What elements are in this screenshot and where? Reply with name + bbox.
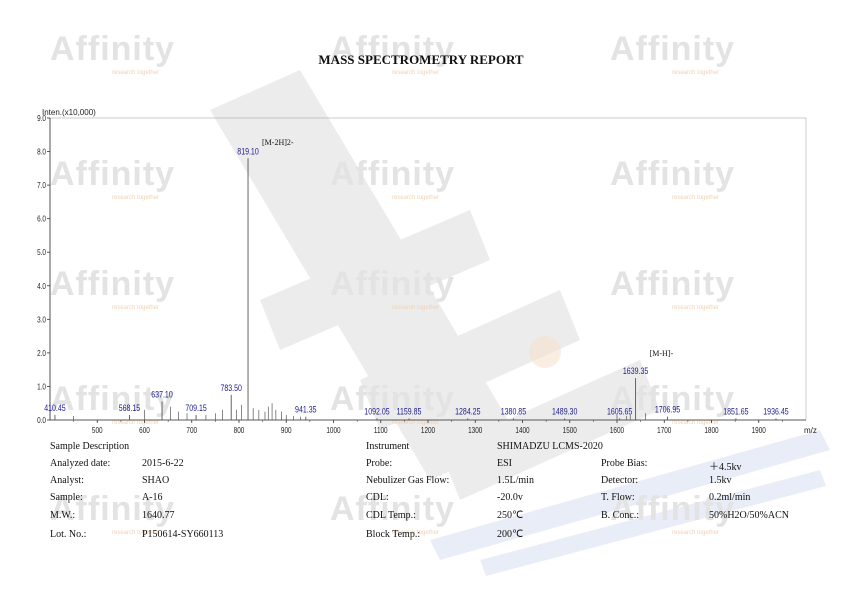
- peak-label: 1706.95: [655, 405, 681, 415]
- y-tick-label: 0.0: [37, 415, 46, 425]
- sample-field-value: P150614-SY660113: [142, 529, 224, 540]
- x-tick-label: 1400: [515, 425, 529, 435]
- x-tick-label: 600: [139, 425, 150, 435]
- x-tick-label: 1900: [752, 425, 766, 435]
- sample-field-value: 2015-6-22: [142, 458, 184, 469]
- watermark-tagline: research together: [392, 70, 440, 76]
- y-tick-label: 1.0: [37, 382, 46, 392]
- peak-label: 941.35: [295, 405, 317, 415]
- y-tick-label: 2.0: [37, 348, 46, 358]
- instrument-param-label: B. Conc.:: [601, 510, 640, 521]
- x-tick-label: 1000: [326, 425, 340, 435]
- sample-field-value: 1640.77: [142, 510, 175, 521]
- instrument-field-value: ESI: [497, 458, 512, 469]
- y-tick-label: 5.0: [37, 247, 46, 257]
- instrument-field-value: -20.0v: [497, 492, 523, 503]
- x-tick-label: 1200: [421, 425, 435, 435]
- sample-field-label: Sample:: [50, 492, 83, 503]
- x-tick-label: 1700: [657, 425, 671, 435]
- peak-annotation: [M-2H]2-: [262, 138, 294, 147]
- x-tick-label: 1500: [563, 425, 577, 435]
- instrument-field-value: 1.5L/min: [497, 475, 534, 486]
- x-tick-label: 700: [186, 425, 197, 435]
- x-tick-label: 800: [234, 425, 245, 435]
- sample-field-label: M.W.:: [50, 510, 76, 521]
- report-title: MASS SPECTROMETRY REPORT: [318, 52, 524, 67]
- instrument-field-value: 250℃: [497, 510, 524, 521]
- instrument-param-label: T. Flow:: [601, 492, 635, 503]
- x-tick-label: 1800: [704, 425, 718, 435]
- chart-marks: 410.45 568.15 637.10 709.15 783.50 819.10 941.…: [44, 138, 789, 420]
- y-tick-label: 8.0: [37, 147, 46, 157]
- y-tick-label: 6.0: [37, 214, 46, 224]
- instrument-field-label: Nebulizer Gas Flow:: [366, 475, 450, 486]
- instrument-field-label: Probe:: [366, 458, 393, 469]
- instrument-model: SHIMADZU LCMS-2020: [497, 441, 603, 452]
- x-tick-label: 1600: [610, 425, 624, 435]
- y-tick-label: 4.0: [37, 281, 46, 291]
- x-tick-label: 1300: [468, 425, 482, 435]
- peak-label: 819.10: [237, 146, 259, 156]
- peak-label: 410.45: [44, 403, 66, 413]
- instrument-param-label: Probe Bias:: [601, 458, 648, 469]
- peak-label: 1284.25: [455, 407, 481, 417]
- y-axis-title: Inten.(x10,000): [42, 108, 96, 117]
- instrument-field-label: CDL Temp.:: [366, 510, 416, 521]
- instrument-field-value: 200℃: [497, 529, 524, 540]
- instrument-param-value: ＋4.5kv: [709, 462, 742, 473]
- sample-field-label: Analyst:: [50, 475, 84, 486]
- watermark-tagline: research together: [112, 70, 160, 76]
- peak-label: 1159.85: [397, 407, 422, 417]
- plot-frame: [49, 117, 807, 421]
- peak-label: 1092.05: [364, 407, 390, 417]
- peak-label: 1851.65: [723, 407, 749, 417]
- sample-field-label: Analyzed date:: [50, 458, 111, 469]
- peak-label: 783.50: [220, 383, 242, 393]
- y-tick-label: 7.0: [37, 180, 46, 190]
- instrument-param-value: 0.2ml/min: [709, 492, 751, 503]
- chart-axes: 0.0 1.0 2.0 3.0 4.0 5.0 6.0 7.0 8.0 9.0 500 600 700 8…: [37, 108, 817, 435]
- peak-annotation: [M-H]-: [650, 349, 674, 358]
- sample-field-value: A-16: [142, 492, 163, 503]
- sample-description-heading: Sample Description: [50, 441, 130, 452]
- watermark-tagline: research together: [672, 530, 720, 536]
- instrument-param-value: 50%H2O/50%ACN: [709, 510, 789, 521]
- peak-label: 1380.85: [501, 407, 527, 417]
- sample-field-value: SHAO: [142, 475, 170, 486]
- sample-field-label: Lot. No.:: [50, 529, 87, 540]
- peak-label: 1489.30: [552, 407, 578, 417]
- y-tick-label: 9.0: [37, 113, 46, 123]
- x-axis-unit: m/z: [804, 426, 817, 435]
- peak-label: 568.15: [119, 403, 141, 413]
- peak-label: 637.10: [151, 390, 173, 400]
- y-tick-label: 3.0: [37, 315, 46, 325]
- x-tick-label: 500: [92, 425, 103, 435]
- instrument-field-label: CDL:: [366, 492, 389, 503]
- x-tick-label: 1100: [374, 425, 388, 435]
- instrument-param-label: Detector:: [601, 475, 639, 486]
- peak-label: 1936.45: [763, 407, 789, 417]
- peak-label: 1639.35: [623, 366, 649, 376]
- instrument-field-label: Block Temp.:: [366, 529, 421, 540]
- x-tick-label: 900: [281, 425, 292, 435]
- instrument-param-value: 1.5kv: [709, 475, 732, 486]
- peak-label: 709.15: [185, 403, 207, 413]
- instrument-heading: Instrument: [366, 441, 410, 452]
- mass-spectrum-chart: 0.0 1.0 2.0 3.0 4.0 5.0 6.0 7.0 8.0 9.0 500 600 700 8…: [37, 108, 817, 435]
- watermark-tagline: research together: [672, 70, 720, 76]
- peak-label: 1605.65: [607, 407, 633, 417]
